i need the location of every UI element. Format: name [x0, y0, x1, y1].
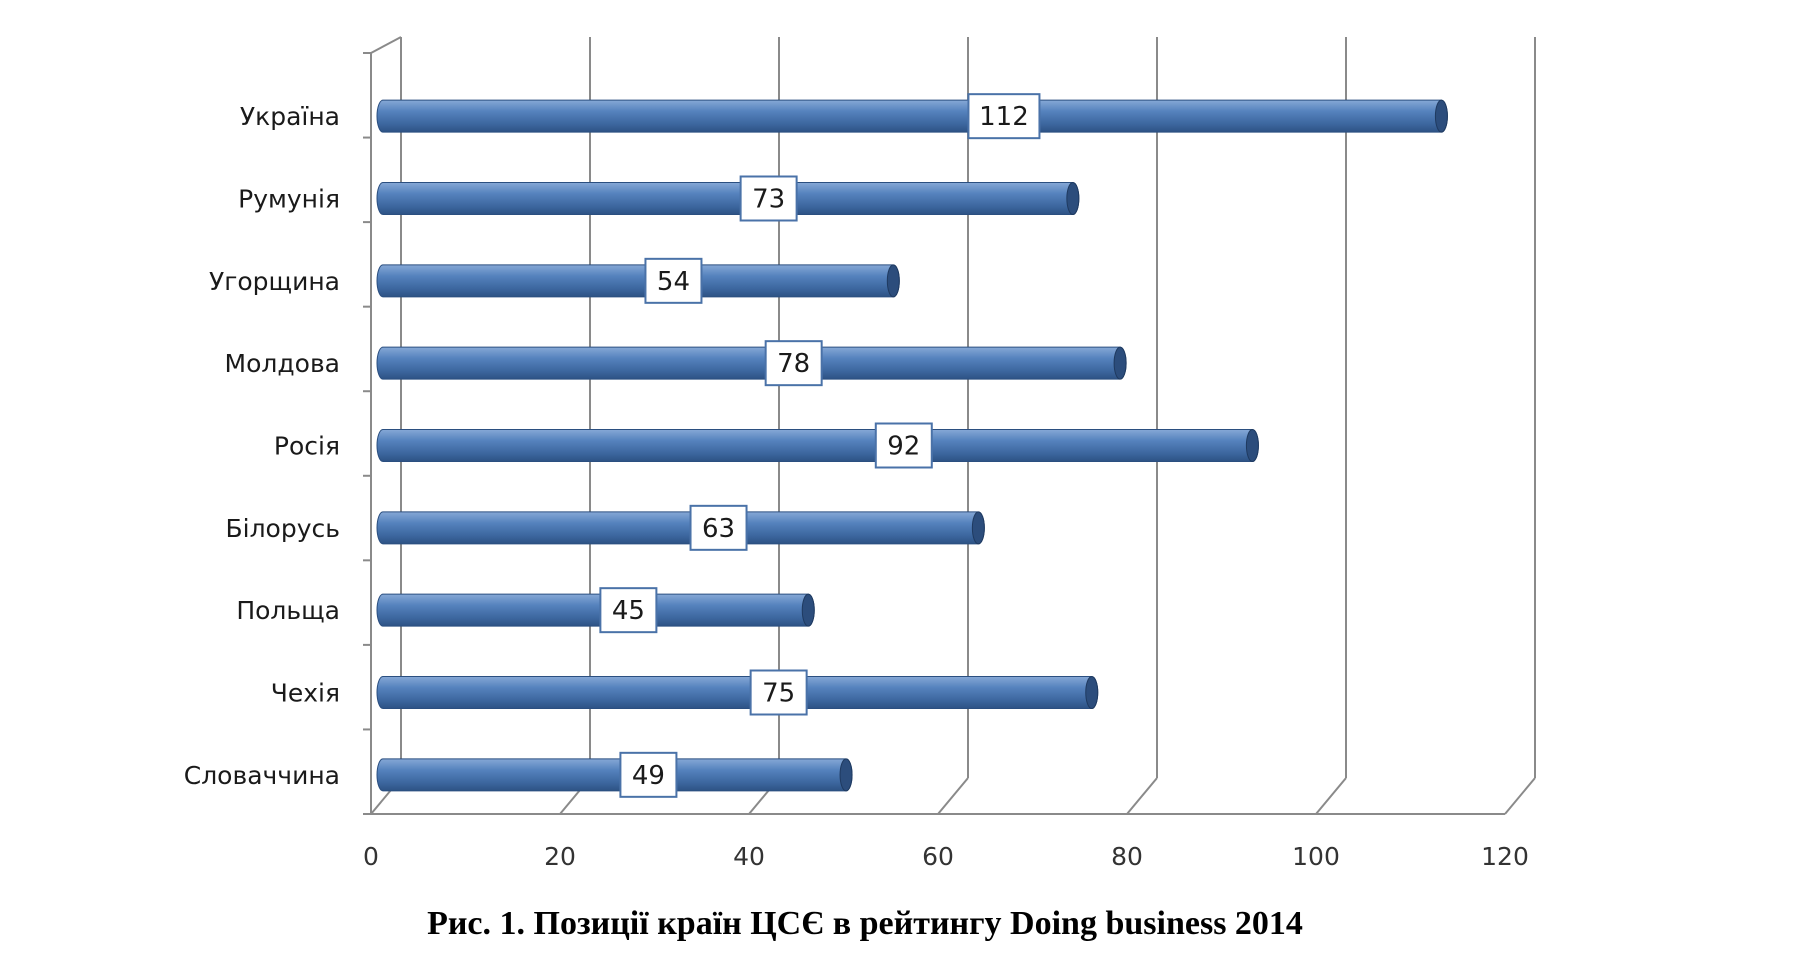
bars — [376, 99, 1448, 792]
data-label: 78 — [777, 349, 810, 379]
data-label: 75 — [762, 679, 795, 709]
data-label-box — [764, 340, 823, 387]
x-tick-label: 100 — [1292, 842, 1340, 871]
bar-end-cap — [839, 758, 853, 792]
data-label: 112 — [979, 102, 1029, 132]
bar — [376, 758, 853, 792]
bar — [376, 346, 1127, 380]
category-label: Угорщина — [209, 267, 340, 296]
x-tick-label: 0 — [363, 842, 379, 871]
category-label: Румунія — [238, 185, 340, 214]
data-label: 73 — [752, 185, 785, 215]
category-label: Польща — [236, 596, 340, 625]
category-label: Чехія — [271, 679, 340, 708]
data-label-box — [749, 669, 808, 716]
data-label: 92 — [887, 432, 920, 462]
data-label: 54 — [657, 267, 690, 297]
bar — [376, 264, 900, 298]
bar — [376, 511, 985, 545]
data-label: 63 — [702, 514, 735, 544]
category-label: Україна — [240, 102, 340, 131]
bar — [376, 429, 1259, 462]
data-label-box — [689, 504, 748, 551]
bar — [376, 676, 1099, 709]
data-label-box — [644, 257, 703, 304]
category-label: Словаччина — [184, 761, 340, 790]
category-label: Білорусь — [225, 514, 340, 543]
bar — [376, 593, 815, 627]
bar-end-cap — [801, 593, 815, 627]
data-label: 45 — [612, 596, 645, 626]
category-label: Росія — [274, 432, 340, 461]
bar — [376, 99, 1448, 133]
bar — [376, 182, 1080, 215]
data-label-box — [619, 751, 678, 798]
floor-gridline — [1504, 777, 1536, 815]
data-label-box — [874, 422, 933, 469]
floor-gridline — [1126, 777, 1158, 815]
floor-gridline — [1315, 777, 1347, 815]
data-label-box — [739, 175, 798, 222]
bar-end-cap — [1085, 676, 1099, 709]
x-tick-label: 120 — [1481, 842, 1529, 871]
x-tick-label: 60 — [922, 842, 954, 871]
bar-end-cap — [1066, 182, 1080, 215]
data-labels: 112 73 54 78 92 63 45 75 49 — [599, 93, 1041, 798]
y-axis-top-edge — [370, 36, 402, 54]
category-label: Молдова — [225, 349, 340, 378]
data-label-box — [599, 587, 658, 634]
x-tick-label: 20 — [544, 842, 576, 871]
bar-end-cap — [1245, 429, 1259, 462]
gridlines — [370, 37, 1536, 815]
x-tick-label: 80 — [1111, 842, 1143, 871]
x-tick-label: 40 — [733, 842, 765, 871]
figure-caption: Рис. 1. Позиції країн ЦСЄ в рейтингу Doi… — [427, 905, 1303, 942]
data-label: 49 — [632, 761, 665, 791]
floor-gridline — [937, 777, 969, 815]
axes: 0 20 40 60 80 100 120 Україна Румунія Угорщина Мол… — [184, 36, 1529, 871]
bar-chart: 0 20 40 60 80 100 120 Україна Румунія Угорщина Мол… — [184, 36, 1536, 871]
bar-end-cap — [1113, 346, 1127, 380]
data-label-box — [967, 93, 1041, 140]
bar-end-cap — [1434, 99, 1448, 133]
bar-end-cap — [886, 264, 900, 298]
bar-end-cap — [971, 511, 985, 545]
